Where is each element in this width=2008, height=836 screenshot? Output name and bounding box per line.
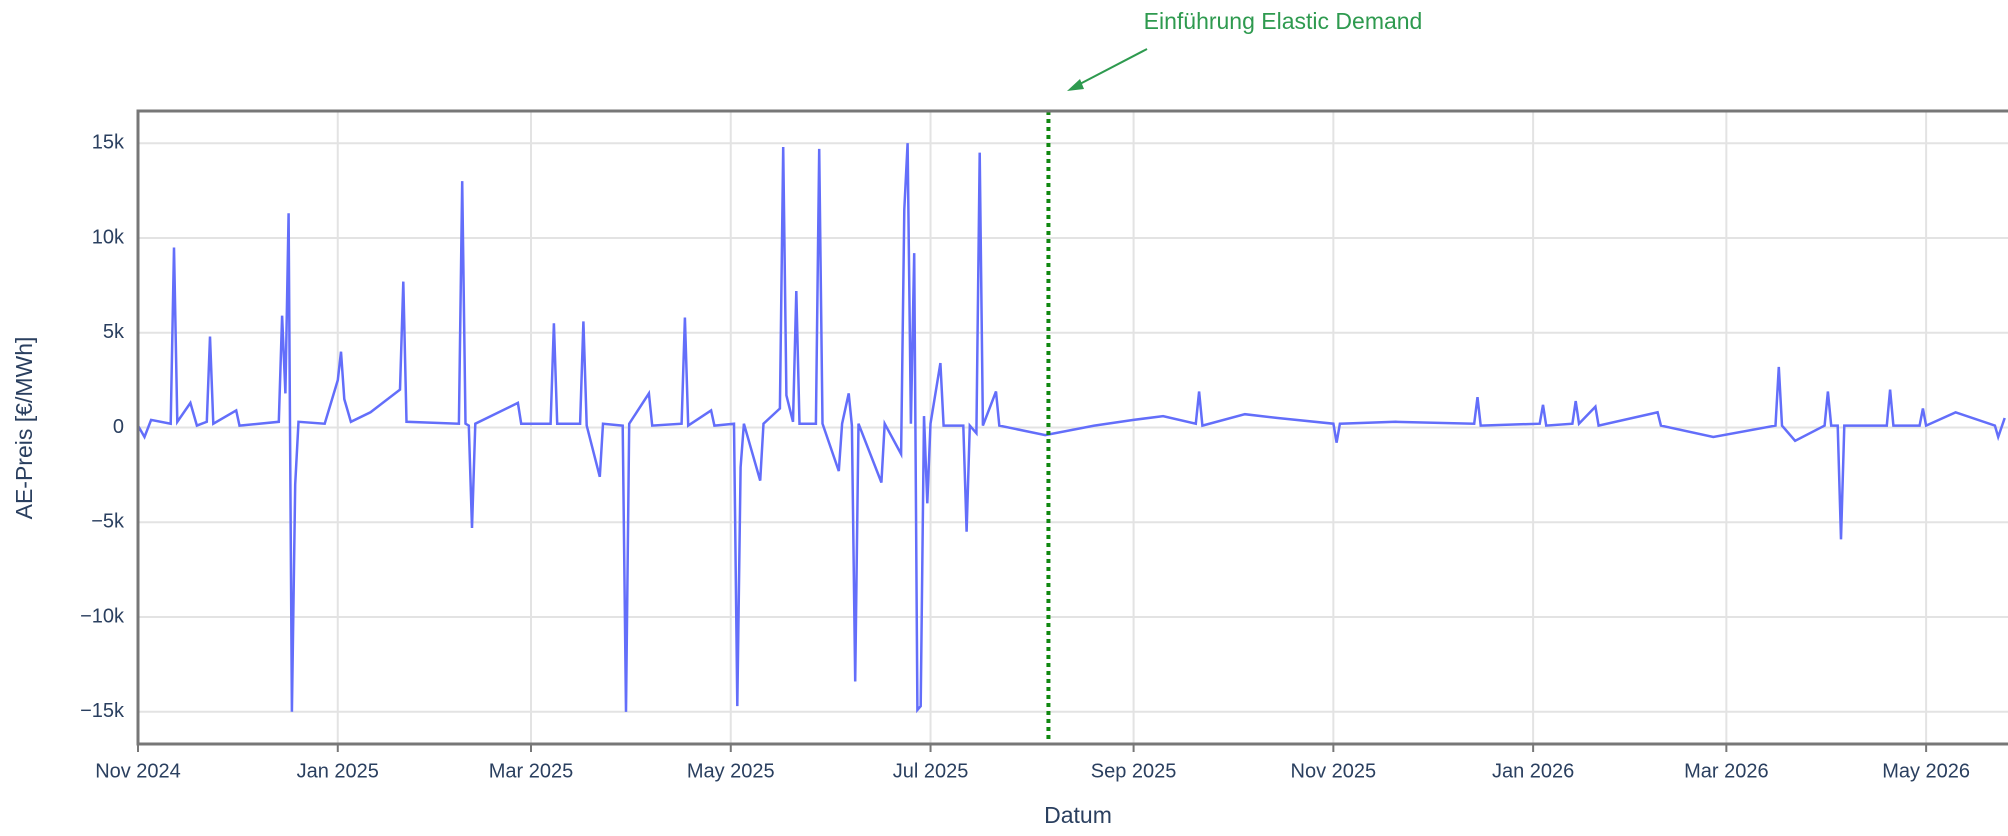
x-tick-label: May 2025 — [687, 760, 775, 782]
y-tick-label: −15k — [80, 700, 125, 722]
x-axis-title: Datum — [1044, 802, 1112, 828]
x-tick-label: Mar 2025 — [489, 760, 574, 782]
y-tick-label: −10k — [80, 605, 125, 627]
y-tick-label: 10k — [92, 226, 125, 248]
x-tick-label: May 2026 — [1882, 760, 1970, 782]
y-tick-label: 15k — [92, 131, 125, 153]
x-tick-label: Jan 2026 — [1492, 760, 1574, 782]
annotation-arrow — [1075, 48, 1148, 87]
x-tick-label: Sep 2025 — [1091, 760, 1177, 782]
x-tick-label: Jul 2025 — [893, 760, 969, 782]
annotation-arrowhead — [1067, 79, 1084, 91]
x-tick-label: Nov 2025 — [1291, 760, 1377, 782]
y-axis-title: AE-Preis [€/MWh] — [11, 337, 37, 520]
annotation: Einführung Elastic Demand — [1144, 8, 1423, 34]
data-line — [136, 143, 2006, 714]
y-tick-label: −5k — [91, 511, 125, 533]
x-tick-label: Jan 2025 — [297, 760, 379, 782]
y-tick-label: 5k — [103, 321, 125, 343]
x-tick-label: Mar 2026 — [1684, 760, 1769, 782]
y-tick-label: 0 — [113, 416, 124, 438]
x-tick-label: Nov 2024 — [95, 760, 181, 782]
plot-frame — [136, 109, 2008, 746]
